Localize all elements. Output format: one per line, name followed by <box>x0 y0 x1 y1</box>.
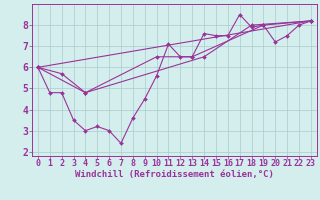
X-axis label: Windchill (Refroidissement éolien,°C): Windchill (Refroidissement éolien,°C) <box>75 170 274 179</box>
